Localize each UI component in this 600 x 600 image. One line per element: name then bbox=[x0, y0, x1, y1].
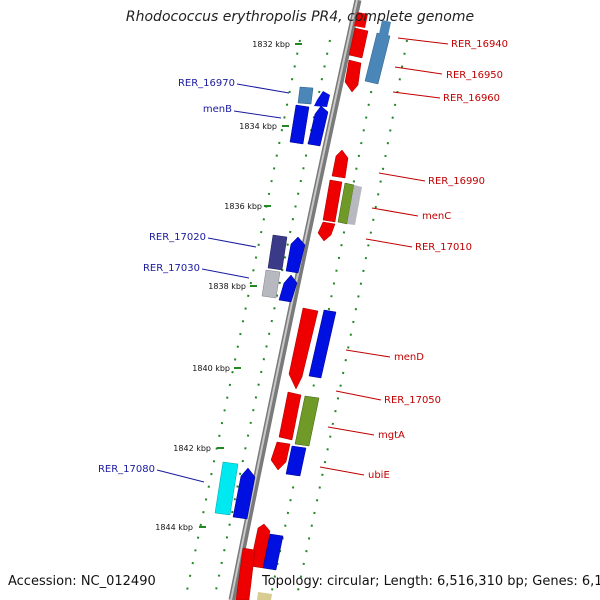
gene-label-rer16970[interactable]: RER_16970 bbox=[178, 78, 235, 89]
left-leader-lines bbox=[156, 83, 290, 483]
gene-bottom-blue-glyph[interactable] bbox=[262, 533, 284, 571]
gene-rer17080b-glyph[interactable] bbox=[232, 467, 256, 520]
gene-rer17010-glyph[interactable] bbox=[317, 221, 336, 242]
gene-bottom-tan-glyph[interactable] bbox=[257, 592, 272, 600]
gene-rer16970-glyph[interactable] bbox=[297, 86, 314, 105]
kbp-label-1836: 1836 kbp bbox=[224, 202, 262, 211]
genome-backbone bbox=[228, 0, 362, 600]
gene-rer17050-glyph[interactable] bbox=[278, 391, 302, 441]
gene-rer17020b-glyph[interactable] bbox=[285, 236, 306, 274]
kbp-label-1832: 1832 kbp bbox=[252, 40, 290, 49]
kbp-label-1842: 1842 kbp bbox=[173, 444, 211, 453]
gene-rer16970b-glyph[interactable] bbox=[314, 91, 330, 107]
gene-label-rer17020[interactable]: RER_17020 bbox=[149, 232, 206, 243]
gene-label-rer17050[interactable]: RER_17050 bbox=[384, 395, 441, 406]
gene-rer17020-glyph[interactable] bbox=[267, 234, 288, 271]
page-title: Rhodococcus erythropolis PR4, complete g… bbox=[125, 9, 475, 25]
gene-label-ubiE[interactable]: ubiE bbox=[368, 470, 390, 481]
gene-label-menB[interactable]: menB bbox=[203, 104, 232, 115]
guide-line-inner-right bbox=[269, 39, 382, 600]
gene-top-small-glyph[interactable] bbox=[354, 12, 368, 28]
gene-menB-glyph[interactable] bbox=[289, 104, 310, 145]
gene-rer16960-glyph[interactable] bbox=[344, 59, 362, 93]
gene-label-rer16960[interactable]: RER_16960 bbox=[443, 93, 500, 104]
gene-label-menC[interactable]: menC bbox=[422, 211, 451, 222]
gene-label-rer16940[interactable]: RER_16940 bbox=[451, 39, 508, 50]
gene-label-rer16950[interactable]: RER_16950 bbox=[446, 70, 503, 81]
kbp-ticks bbox=[199, 43, 302, 528]
gene-rer17080-glyph[interactable] bbox=[214, 461, 239, 516]
gene-rer16990-glyph[interactable] bbox=[331, 149, 349, 179]
gene-bottom-red2-glyph[interactable] bbox=[235, 547, 256, 600]
kbp-label-1840: 1840 kbp bbox=[192, 364, 230, 373]
gene-menC2-glyph[interactable] bbox=[347, 185, 362, 225]
gene-ubiE-glyph[interactable] bbox=[285, 445, 307, 477]
gene-mgtA-red-glyph[interactable] bbox=[270, 441, 291, 471]
gene-rer16990b-glyph[interactable] bbox=[322, 179, 343, 223]
guide-line-outer-right bbox=[295, 39, 408, 600]
gene-mgtA-glyph[interactable] bbox=[294, 395, 320, 447]
gene-menB2-glyph[interactable] bbox=[307, 105, 329, 147]
gene-menD-glyph[interactable] bbox=[308, 309, 337, 379]
gene-rer17030b-glyph[interactable] bbox=[278, 274, 298, 303]
accession-text: Accession: NC_012490 bbox=[8, 574, 156, 589]
kbp-label-1834: 1834 kbp bbox=[239, 122, 277, 131]
gene-label-menD[interactable]: menD bbox=[394, 352, 424, 363]
right-leader-lines bbox=[319, 37, 449, 476]
kbp-label-1838: 1838 kbp bbox=[208, 282, 246, 291]
gene-rer16940-glyph[interactable] bbox=[364, 32, 391, 85]
gene-rer16940-glyph-2[interactable] bbox=[379, 20, 391, 36]
guide-line-outer-left bbox=[184, 39, 301, 600]
gene-rer16950-glyph[interactable] bbox=[348, 27, 369, 59]
gene-label-rer16990[interactable]: RER_16990 bbox=[428, 176, 485, 187]
gene-label-rer17030[interactable]: RER_17030 bbox=[143, 263, 200, 274]
gene-label-rer17080[interactable]: RER_17080 bbox=[98, 464, 155, 475]
gene-rer17030-glyph[interactable] bbox=[261, 269, 281, 299]
topology-text: Topology: circular; Length: 6,516,310 bp… bbox=[262, 574, 600, 589]
gene-label-rer17010[interactable]: RER_17010 bbox=[415, 242, 472, 253]
gene-menD-red-glyph[interactable] bbox=[288, 307, 319, 390]
kbp-label-1844: 1844 kbp bbox=[155, 523, 193, 532]
gene-label-mgtA[interactable]: mgtA bbox=[378, 430, 405, 441]
